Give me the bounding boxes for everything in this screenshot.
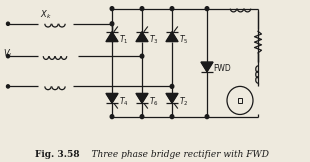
Polygon shape [166, 32, 178, 42]
Text: $X_k$: $X_k$ [40, 9, 52, 21]
Text: $T_1$: $T_1$ [119, 34, 129, 46]
Circle shape [7, 55, 10, 58]
Text: $T_2$: $T_2$ [179, 95, 188, 108]
Text: $T_5$: $T_5$ [179, 34, 188, 46]
Polygon shape [136, 32, 148, 42]
Text: Three phase bridge rectifier with FWD: Three phase bridge rectifier with FWD [80, 150, 269, 159]
Circle shape [140, 54, 144, 58]
Circle shape [140, 115, 144, 119]
Polygon shape [166, 93, 178, 103]
Circle shape [205, 115, 209, 119]
Circle shape [110, 7, 114, 11]
Text: FWD: FWD [213, 64, 231, 73]
Text: $T_4$: $T_4$ [119, 95, 129, 108]
Text: $V_l$: $V_l$ [3, 48, 12, 60]
Circle shape [170, 115, 174, 119]
Text: Fig. 3.58: Fig. 3.58 [35, 150, 80, 159]
Circle shape [140, 7, 144, 11]
Circle shape [110, 22, 114, 26]
Polygon shape [201, 62, 213, 72]
Circle shape [205, 7, 209, 11]
Bar [238, 98, 242, 103]
Text: $T_6$: $T_6$ [149, 95, 159, 108]
Polygon shape [106, 93, 118, 103]
Circle shape [170, 84, 174, 88]
Text: $T_3$: $T_3$ [149, 34, 159, 46]
Circle shape [7, 22, 10, 25]
Polygon shape [136, 93, 148, 103]
Circle shape [170, 7, 174, 11]
Circle shape [110, 115, 114, 119]
Circle shape [7, 85, 10, 88]
Polygon shape [106, 32, 118, 42]
